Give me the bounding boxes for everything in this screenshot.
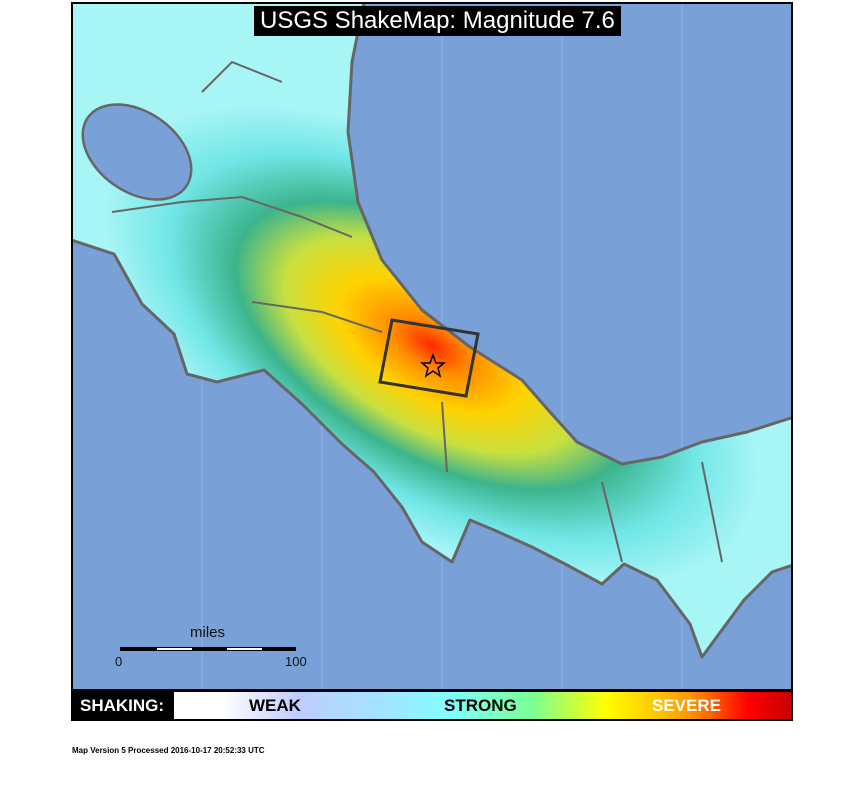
borders — [111, 60, 723, 563]
epicenter-star-icon — [419, 352, 447, 378]
scale-unit-label: miles — [190, 624, 226, 641]
legend-label: SHAKING: — [80, 696, 165, 715]
scale-end: 100 — [285, 654, 307, 669]
land — [73, 4, 791, 659]
lake-nicaragua — [81, 103, 193, 201]
shakemap[interactable]: USGS ShakeMap: Magnitude 7.6 — [71, 2, 793, 691]
scale-bar — [120, 647, 296, 651]
map-title: USGS ShakeMap: Magnitude 7.6 — [254, 6, 621, 36]
shaking-legend: SHAKING: WEAK STRONG SEVERE — [71, 690, 793, 721]
legend-severe: SEVERE — [652, 696, 721, 715]
legend-strong: STRONG — [444, 696, 517, 715]
scale-start: 0 — [115, 654, 123, 669]
fault-rupture-box — [378, 318, 480, 398]
map-canvas — [73, 4, 791, 689]
legend-weak: WEAK — [249, 696, 301, 715]
intensity-colorbar: WEAK STRONG SEVERE — [174, 692, 791, 719]
map-version-footer: Map Version 5 Processed 2016-10-17 20:52… — [72, 746, 265, 755]
